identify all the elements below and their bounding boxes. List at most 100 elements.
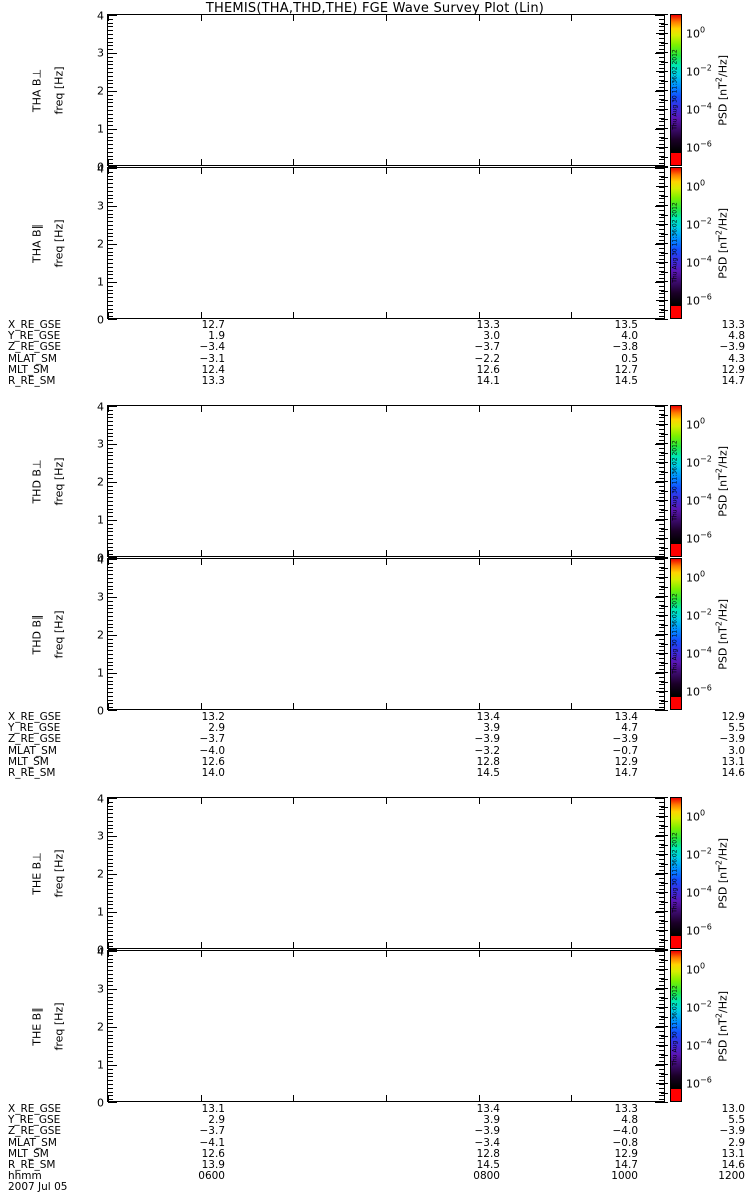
ephemeris-value: 13.9 — [201, 1158, 225, 1171]
ephemeris-value: −3.7 — [199, 733, 226, 746]
x-axis-tick — [293, 550, 295, 556]
y-axis-minor-tick — [108, 1046, 113, 1047]
ephemeris-value: 13.0 — [721, 1103, 745, 1115]
ephemeris-value: 14.6 — [721, 766, 745, 779]
x-axis-tick — [200, 406, 202, 412]
spectrogram-panel[interactable]: 0 1 2 3 4 THD B∥ freq [Hz] — [31, 554, 665, 716]
colorbar-tick — [656, 854, 668, 855]
y-axis-minor-tick — [659, 463, 664, 464]
y-axis-minor-tick — [659, 49, 664, 51]
y-axis-minor-tick — [659, 470, 664, 472]
x-axis-tick — [200, 312, 202, 318]
y-axis-minor-tick — [659, 680, 664, 682]
y-axis-tick — [108, 559, 117, 560]
y-axis-minor-tick — [659, 627, 664, 629]
ephemeris-value: −3.9 — [612, 733, 639, 746]
ephemeris-value: −3.9 — [719, 1125, 746, 1138]
spectrogram-panel[interactable]: 0 1 2 3 4 THA B∥ freq [Hz] — [31, 163, 665, 325]
colorbar: 100 10−2 10−4 10−6 PSD [nT2/Hz] Thu Aug 30 11… — [656, 14, 729, 167]
y-axis-minor-tick — [659, 616, 664, 617]
y-axis-minor-tick — [659, 1019, 664, 1021]
spectrogram-panel[interactable]: 0 1 2 3 4 THE B∥ freq [Hz] — [31, 946, 665, 1108]
y-axis-minor-tick — [108, 923, 113, 925]
y-axis-minor-tick — [659, 102, 664, 104]
spectrogram-panel[interactable]: 0 1 2 3 4 THE B⊥ freq [Hz] — [31, 793, 665, 955]
y-axis-minor-tick — [108, 447, 113, 449]
y-axis-minor-tick — [659, 64, 664, 66]
y-axis-minor-tick — [108, 470, 113, 472]
colorbar-tick — [656, 710, 668, 711]
y-axis-minor-tick — [659, 527, 664, 529]
y-axis-minor-tick — [659, 881, 664, 883]
y-axis-minor-tick — [659, 228, 664, 230]
ephemeris-value: 13.3 — [614, 1103, 638, 1115]
y-axis-minor-tick — [659, 217, 664, 219]
y-axis-minor-tick — [108, 489, 113, 491]
y-axis-minor-tick — [659, 646, 664, 648]
y-axis-tick — [655, 243, 664, 245]
x-axis-tick — [200, 15, 202, 21]
y-axis-minor-tick — [108, 657, 113, 659]
colorbar-tick — [656, 33, 668, 34]
x-axis-tick — [108, 942, 109, 948]
y-axis-minor-tick — [108, 202, 113, 204]
colorbar-title: PSD [nT2/Hz] — [714, 990, 730, 1062]
y-axis-minor-tick — [108, 938, 113, 940]
x-axis-tick — [478, 312, 480, 318]
y-axis-minor-tick — [108, 665, 113, 667]
y-axis-minor-tick — [108, 1053, 113, 1055]
y-axis-minor-tick — [659, 22, 664, 24]
y-axis-minor-tick — [659, 1053, 664, 1055]
ephemeris-row-label: MLT_SM — [8, 363, 49, 376]
y-axis-minor-tick — [108, 428, 113, 430]
x-axis-tick — [386, 942, 387, 948]
y-axis-tick — [108, 243, 117, 245]
ephemeris-value: 12.9 — [614, 1147, 638, 1160]
y-axis-tick-label: 2 — [97, 1020, 104, 1034]
y-axis-minor-tick — [108, 125, 113, 127]
ephemeris-table: X_RE_GSE 13.1 13.4 13.3 13.0 Y_RE_GSE 2.9 3.9 4.… — [0, 1103, 750, 1182]
y-axis-minor-tick — [108, 312, 113, 314]
colorbar-tick — [661, 1035, 668, 1037]
y-axis-tick — [655, 835, 664, 837]
y-axis-tick — [655, 672, 664, 674]
y-axis-minor-tick — [108, 813, 113, 815]
ephemeris-row: X_RE_GSE 13.2 13.4 13.4 12.9 — [0, 711, 750, 723]
ephemeris-value: 2.9 — [208, 1114, 225, 1127]
generation-timestamp: Thu Aug 30 11:36:02 2012 — [671, 985, 679, 1066]
colorbar-tick-label: 10−2 — [686, 63, 712, 79]
y-axis-minor-tick — [108, 270, 113, 272]
ephemeris-row-label: MLAT_SM — [8, 1136, 57, 1149]
ephemeris-value: 5.5 — [728, 1114, 745, 1127]
y-axis-tick-label: 4 — [97, 945, 104, 958]
y-axis-tick-label: 2 — [97, 237, 104, 251]
colorbar-tick — [656, 14, 668, 15]
y-axis-minor-tick — [659, 1030, 664, 1032]
y-axis-tick — [108, 911, 117, 913]
y-axis-tick-label: 0 — [97, 704, 104, 717]
ephemeris-value: 13.1 — [201, 1103, 225, 1115]
y-axis-minor-tick — [108, 550, 113, 552]
spectrogram-panel[interactable]: 0 1 2 3 4 THD B⊥ freq [Hz] — [31, 401, 665, 563]
y-axis-minor-tick — [108, 151, 113, 153]
y-axis-minor-tick — [659, 159, 664, 161]
colorbar-gradient — [670, 14, 682, 152]
y-axis-tick-label: 0 — [97, 943, 104, 956]
ephemeris-value: −3.9 — [719, 733, 746, 746]
y-axis-minor-tick — [659, 151, 664, 153]
y-axis-minor-tick — [659, 140, 664, 142]
y-axis-minor-tick — [108, 612, 113, 614]
y-axis-tick-label: 1 — [97, 513, 104, 527]
y-axis-tick — [655, 873, 664, 875]
colorbar-tick — [656, 596, 668, 597]
colorbar-tick — [656, 167, 668, 168]
y-axis-tick — [655, 281, 664, 283]
colorbar-tick — [656, 949, 668, 950]
y-axis-minor-tick — [108, 908, 113, 910]
y-axis-minor-tick — [108, 1057, 113, 1059]
ephemeris-value: 13.4 — [614, 711, 638, 723]
ephemeris-value: 14.0 — [201, 766, 225, 779]
ephemeris-row-label: R_RE_SM — [8, 1158, 56, 1171]
colorbar-tick — [661, 509, 668, 511]
y-axis-minor-tick — [108, 1049, 113, 1051]
